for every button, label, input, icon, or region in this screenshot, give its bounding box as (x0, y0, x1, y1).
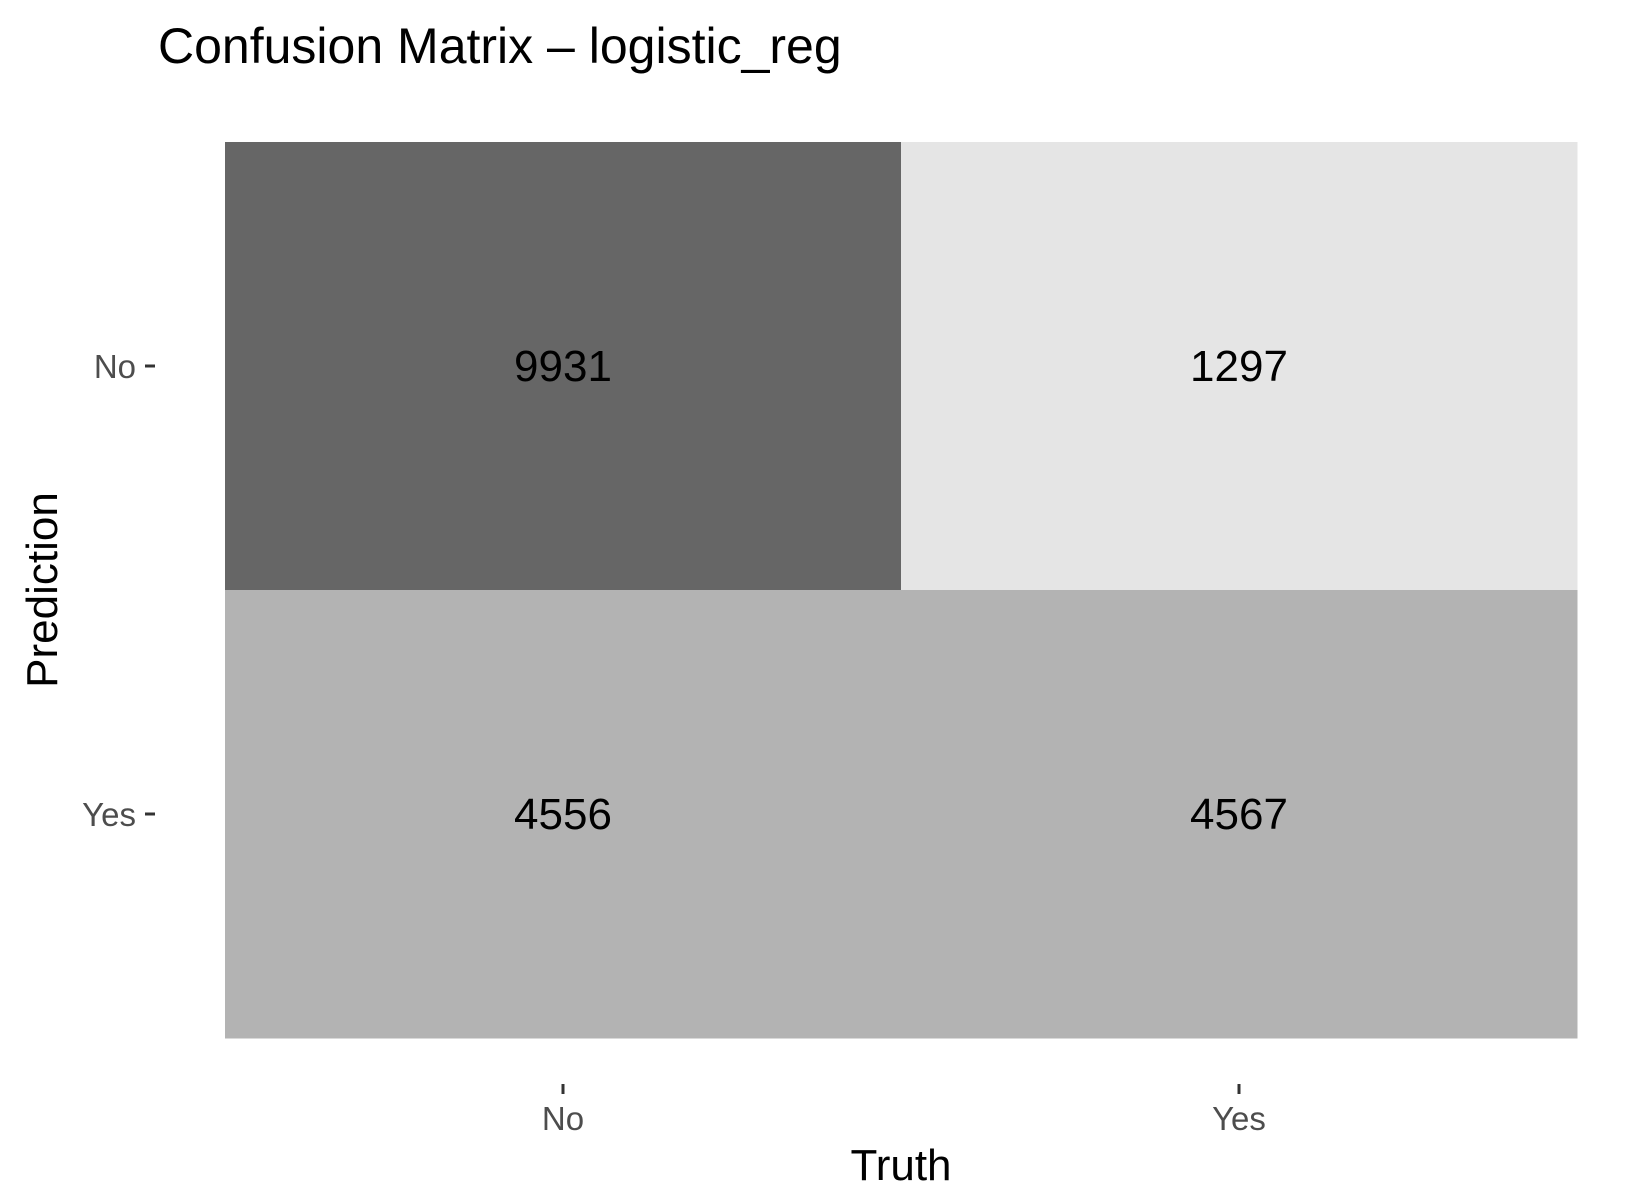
y-tick-label: No (94, 348, 136, 385)
y-axis-ticks: No Yes (82, 348, 155, 833)
heatmap-cell (901, 142, 1578, 591)
x-axis-title: Truth (850, 1141, 951, 1190)
cell-value-label: 9931 (514, 342, 612, 391)
y-axis-title: Prediction (18, 492, 67, 688)
heatmap-cells: 9931 1297 4556 4567 (225, 142, 1578, 1039)
cell-value-label: 4567 (1190, 790, 1288, 839)
heatmap-cell (225, 142, 902, 591)
heatmap-cell (225, 590, 902, 1039)
x-axis-ticks: No Yes (542, 1084, 1266, 1137)
cell-value-label: 4556 (514, 790, 612, 839)
cell-value-label: 1297 (1190, 342, 1288, 391)
heatmap-cell (901, 590, 1578, 1039)
x-tick-label: Yes (1212, 1100, 1266, 1137)
y-tick-label: Yes (82, 796, 136, 833)
x-tick-label: No (542, 1100, 584, 1137)
chart-title: Confusion Matrix – logistic_reg (158, 18, 842, 74)
